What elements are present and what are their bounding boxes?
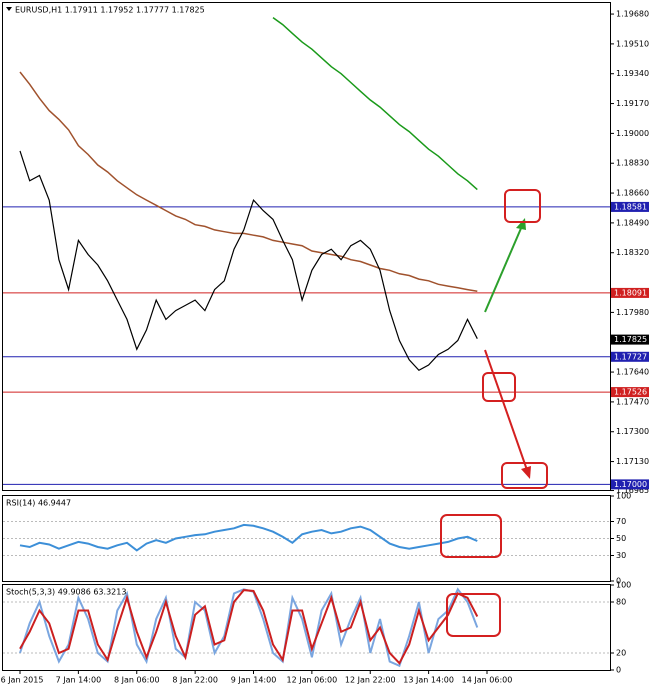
level-label: 1.17727 bbox=[614, 352, 647, 361]
stoch-title: Stoch(5,3,3) 49.9086 63.3213 bbox=[6, 588, 126, 597]
y-tick-label: 1.19170 bbox=[616, 99, 649, 108]
y-tick-label: 100 bbox=[616, 581, 631, 590]
indicator-line bbox=[19, 589, 479, 665]
y-tick-label: 80 bbox=[616, 598, 626, 607]
y-tick-label: 1.19340 bbox=[616, 69, 649, 78]
level-label-box bbox=[611, 287, 649, 298]
y-tick-label: 1.18830 bbox=[616, 159, 649, 168]
y-tick-label: 1.17470 bbox=[616, 397, 649, 406]
x-tick-label: 12 Jan 22:00 bbox=[345, 676, 396, 685]
y-tick-label: 1.19000 bbox=[616, 129, 649, 138]
x-tick-label: 12 Jan 06:00 bbox=[287, 676, 338, 685]
level-label-box bbox=[611, 479, 649, 490]
price-line bbox=[19, 150, 478, 372]
highlight-box bbox=[440, 514, 502, 558]
y-tick-label: 0 bbox=[616, 666, 621, 675]
y-tick-label: 20 bbox=[616, 649, 626, 658]
x-tick-label: 7 Jan 14:00 bbox=[56, 676, 102, 685]
y-tick-label: 1.17980 bbox=[616, 308, 649, 317]
level-label-box bbox=[611, 201, 649, 212]
y-tick-label: 1.17130 bbox=[616, 457, 649, 466]
highlight-box bbox=[446, 593, 501, 637]
y-tick-label: 1.17300 bbox=[616, 427, 649, 436]
target-box bbox=[482, 372, 516, 402]
menu-triangle bbox=[6, 7, 12, 11]
y-tick-label: 1.17640 bbox=[616, 368, 649, 377]
arrow-down bbox=[484, 349, 528, 471]
x-tick-label: 9 Jan 14:00 bbox=[231, 676, 277, 685]
y-tick-label: 30 bbox=[616, 551, 626, 560]
y-tick-label: 1.18320 bbox=[616, 248, 649, 257]
level-label: 1.18581 bbox=[614, 202, 647, 211]
level-label: 1.17526 bbox=[614, 388, 647, 397]
arrow-up bbox=[484, 225, 523, 313]
level-label: 1.18091 bbox=[614, 288, 647, 297]
chart-title: EURUSD,H1 1.17911 1.17952 1.17777 1.1782… bbox=[15, 6, 205, 15]
y-tick-label: 1.19680 bbox=[616, 10, 649, 19]
x-tick-label: 13 Jan 14:00 bbox=[403, 676, 454, 685]
target-box bbox=[504, 189, 541, 223]
y-tick-label: 100 bbox=[616, 492, 631, 501]
level-label: 1.17825 bbox=[614, 335, 647, 344]
x-tick-label: 8 Jan 22:00 bbox=[172, 676, 218, 685]
stoch-panel bbox=[2, 584, 611, 671]
price-panel bbox=[2, 2, 611, 491]
y-tick-label: 1.18490 bbox=[616, 218, 649, 227]
x-tick-label: 6 Jan 2015 bbox=[1, 676, 44, 685]
y-tick-label: 50 bbox=[616, 534, 626, 543]
level-label-box bbox=[611, 351, 649, 362]
indicator-line bbox=[19, 71, 478, 293]
y-tick-label: 1.19510 bbox=[616, 39, 649, 48]
indicator-line bbox=[272, 16, 478, 191]
level-label: 1.17000 bbox=[614, 480, 647, 489]
y-tick-label: 0 bbox=[616, 577, 621, 586]
rsi-line bbox=[19, 523, 478, 552]
level-label-box bbox=[611, 387, 649, 398]
y-tick-label: 70 bbox=[616, 517, 626, 526]
rsi-title: RSI(14) 46.9447 bbox=[6, 499, 71, 508]
level-label-box bbox=[611, 334, 649, 345]
y-tick-label: 1.16965 bbox=[616, 486, 649, 495]
annotations bbox=[440, 189, 548, 637]
y-tick-label: 1.18660 bbox=[616, 189, 649, 198]
target-box bbox=[501, 462, 548, 489]
x-tick-label: 8 Jan 06:00 bbox=[114, 676, 160, 685]
arrow-head bbox=[521, 466, 531, 479]
x-tick-label: 14 Jan 06:00 bbox=[462, 676, 513, 685]
